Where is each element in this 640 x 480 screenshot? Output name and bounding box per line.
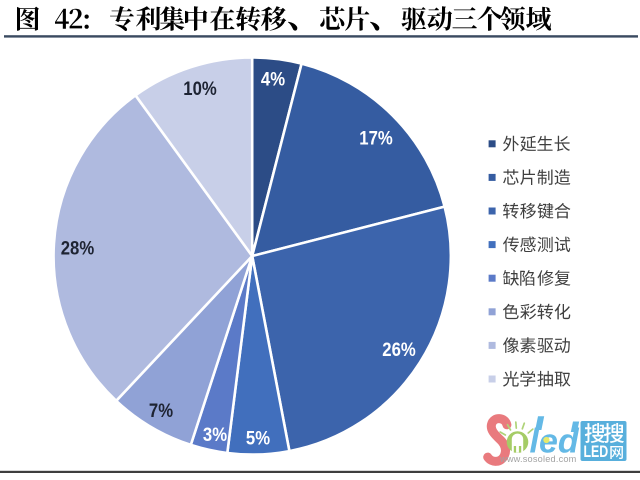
svg-text:www.sosoled.com: www.sosoled.com <box>499 454 577 464</box>
svg-text:28%: 28% <box>61 237 95 258</box>
svg-text:LED: LED <box>584 443 609 461</box>
svg-text:10%: 10% <box>183 78 217 99</box>
svg-text:4%: 4% <box>261 68 285 89</box>
svg-text:7%: 7% <box>149 400 173 421</box>
svg-text:17%: 17% <box>359 127 393 148</box>
svg-text:3%: 3% <box>203 424 227 445</box>
svg-text:26%: 26% <box>382 339 416 360</box>
svg-text:5%: 5% <box>246 427 270 448</box>
